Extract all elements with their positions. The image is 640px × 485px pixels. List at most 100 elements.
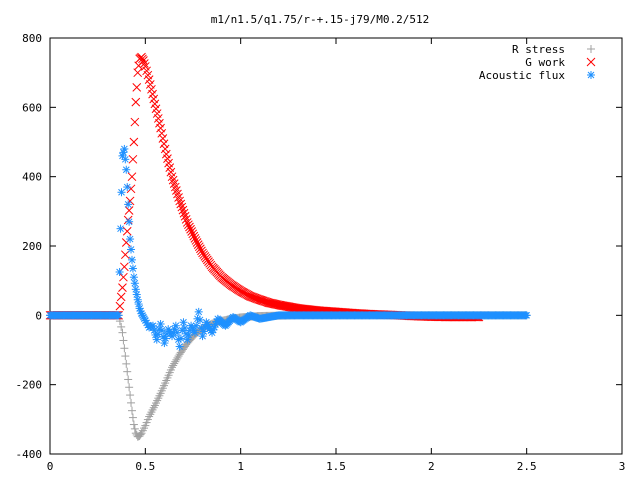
data-point — [174, 193, 183, 202]
y-tick-label: -200 — [16, 379, 43, 392]
data-point — [160, 144, 170, 154]
data-point — [139, 56, 148, 65]
data-point — [125, 383, 134, 392]
data-point — [130, 117, 140, 127]
x-tick-label: 1.5 — [326, 460, 346, 473]
data-point — [188, 229, 198, 239]
series-g-work — [45, 52, 484, 322]
data-point — [119, 336, 128, 345]
data-point — [122, 165, 131, 174]
data-point — [120, 144, 129, 153]
data-point — [133, 295, 142, 304]
data-point — [180, 211, 190, 221]
data-point — [173, 189, 182, 199]
data-point — [131, 285, 140, 294]
data-point — [120, 344, 129, 353]
data-point — [127, 245, 136, 254]
y-tick-label: 600 — [22, 101, 42, 114]
y-tick-label: 0 — [35, 309, 42, 322]
data-point — [171, 321, 180, 330]
data-point — [126, 391, 135, 400]
data-point — [195, 315, 204, 324]
data-point — [159, 139, 169, 149]
chart-title: m1/n1.5/q1.75/r-+.15-j79/M0.2/512 — [211, 13, 430, 26]
data-point — [194, 242, 204, 252]
x-tick-label: 2 — [428, 460, 435, 473]
data-point — [147, 408, 156, 417]
data-point — [190, 328, 199, 337]
x-tick-label: 3 — [619, 460, 626, 473]
legend-label: G work — [525, 56, 565, 69]
x-tick-label: 2.5 — [517, 460, 537, 473]
data-point — [197, 246, 206, 256]
data-point — [128, 264, 137, 273]
data-point — [186, 224, 195, 234]
data-point — [176, 199, 186, 209]
data-point — [116, 292, 126, 302]
data-point — [123, 183, 132, 192]
data-point — [196, 244, 205, 254]
data-point — [125, 217, 134, 226]
data-point — [138, 54, 147, 64]
y-tick-label: 200 — [22, 240, 42, 253]
data-point — [121, 352, 130, 361]
plot-frame — [49, 37, 623, 455]
legend-marker — [587, 71, 595, 79]
legend-marker — [587, 45, 595, 53]
data-point — [122, 226, 132, 236]
data-point — [170, 182, 180, 192]
data-point — [190, 234, 200, 243]
data-point — [140, 59, 149, 68]
data-point — [158, 134, 168, 143]
data-point — [181, 215, 191, 224]
data-point — [189, 231, 199, 241]
data-point — [123, 367, 132, 376]
data-point — [177, 202, 187, 212]
data-point — [185, 222, 194, 232]
data-point — [128, 154, 138, 164]
data-point — [179, 318, 188, 327]
data-point — [191, 236, 201, 245]
legend-marker — [586, 57, 596, 67]
data-point — [184, 220, 193, 230]
data-point — [124, 375, 133, 384]
data-point — [127, 255, 136, 264]
data-point — [132, 290, 141, 299]
x-tick-label: 0 — [47, 460, 54, 473]
data-point — [130, 279, 139, 288]
data-point — [187, 227, 196, 236]
data-point — [168, 175, 178, 185]
data-point — [119, 272, 128, 282]
data-point — [192, 238, 202, 247]
data-point — [117, 188, 126, 197]
data-point — [172, 186, 181, 195]
data-point — [118, 328, 127, 337]
data-point — [179, 208, 189, 218]
data-point — [156, 320, 165, 328]
data-point — [128, 413, 137, 422]
series-layer — [45, 52, 531, 441]
data-point — [522, 311, 531, 320]
data-point — [122, 359, 131, 368]
data-point — [175, 342, 184, 351]
data-point — [123, 215, 133, 225]
data-point — [127, 172, 137, 182]
data-point — [262, 297, 272, 307]
data-point — [157, 326, 166, 335]
data-point — [129, 137, 139, 147]
series-acoustic-flux — [46, 144, 531, 351]
data-point — [118, 283, 127, 292]
data-point — [117, 322, 126, 331]
data-point — [175, 196, 185, 206]
y-tick-label: -400 — [16, 448, 43, 461]
data-point — [152, 335, 161, 344]
data-point — [127, 398, 136, 407]
data-point — [178, 205, 188, 215]
series-r-stress — [46, 311, 531, 441]
data-point — [124, 200, 133, 209]
axes-ticks: 0 0.5 1 1.5 2 2.5 3 -400 -200 0 200 400 600 800 — [16, 32, 626, 473]
y-tick-label: 800 — [22, 32, 42, 45]
data-point — [169, 179, 179, 188]
